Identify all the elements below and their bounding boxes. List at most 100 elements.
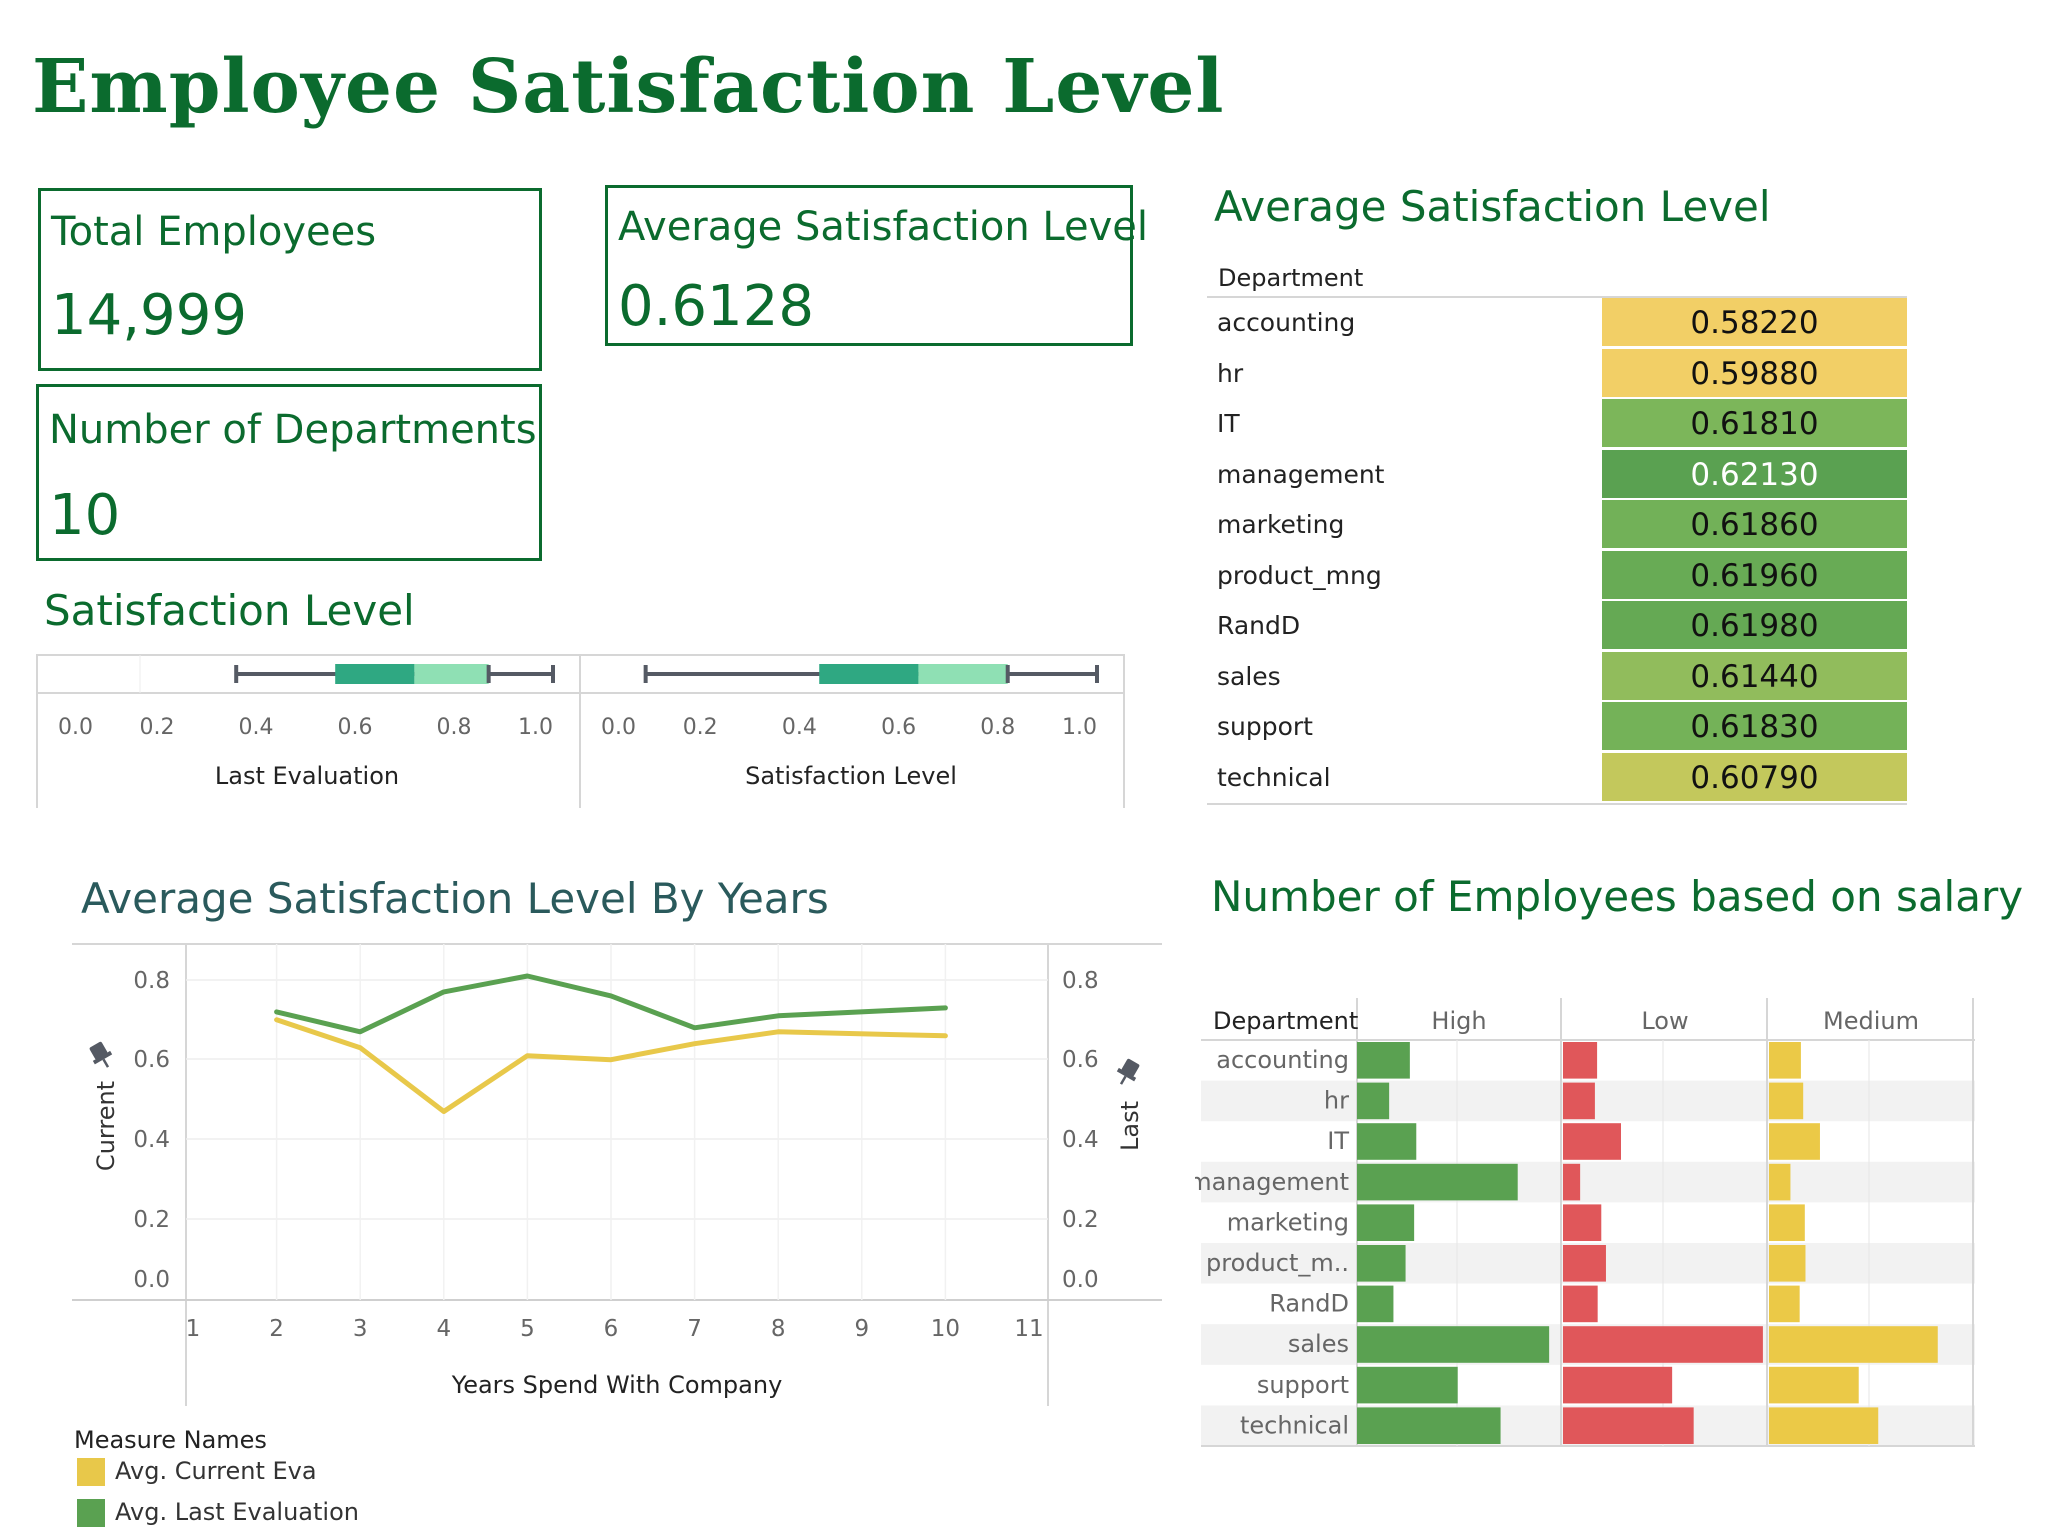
pin-icon-left[interactable] xyxy=(86,1040,116,1073)
boxplot-chart: 0.0 0.2 0.4 0.6 0.8 1.0 0.0 0.2 0.4 0.6 0.8 1.0 La… xyxy=(36,654,1125,808)
salary-bar-low xyxy=(1563,1366,1673,1404)
kpi-average-satisfaction: Average Satisfaction Level 0.6128 xyxy=(605,185,1148,346)
salary-dept-label: IT xyxy=(1327,1127,1349,1155)
avg-table-value-cell: 0.61830 xyxy=(1602,702,1907,750)
boxplot-tick-label: 0.2 xyxy=(683,715,718,740)
avg-table-value-cell: 0.61980 xyxy=(1602,601,1907,649)
salary-dept-label: management xyxy=(1195,1168,1349,1196)
x-tick-label: 4 xyxy=(436,1316,451,1342)
avg-table-dept-name: IT xyxy=(1217,409,1240,438)
avg-table-row: accounting 0.58220 xyxy=(1207,298,1907,348)
salary-dept-labels: accounting hr IT management marketing product… xyxy=(1195,1046,1349,1439)
salary-bars xyxy=(1357,1042,1938,1444)
boxplot-tick-label: 0.0 xyxy=(601,715,636,740)
salary-bar-low xyxy=(1563,1326,1763,1363)
avg-table-header-divider xyxy=(1207,296,1907,298)
line-chart-title: Average Satisfaction Level By Years xyxy=(81,874,829,923)
avg-table-value-cell: 0.59880 xyxy=(1602,348,1907,397)
x-tick-label: 7 xyxy=(687,1316,702,1342)
avg-table-row: technical 0.60790 xyxy=(1207,752,1907,803)
boxplot-tick-label: 0.8 xyxy=(980,715,1015,740)
series-line-last xyxy=(274,973,948,1035)
salary-bar-high xyxy=(1357,1366,1458,1404)
boxplot-tick-label: 1.0 xyxy=(1062,715,1097,740)
kpi-total-employees-label: Total Employees xyxy=(51,209,377,255)
avg-table-value-cell: 0.58220 xyxy=(1602,298,1907,346)
salary-bar-medium xyxy=(1769,1407,1879,1444)
avg-table-value-cell: 0.60790 xyxy=(1602,752,1907,801)
boxplot-satisfaction-xlabel: Satisfaction Level xyxy=(745,762,957,790)
legend-swatch-current xyxy=(77,1458,105,1486)
legend-title: Measure Names xyxy=(74,1426,267,1454)
boxplot-upper-box xyxy=(918,664,1008,684)
kpi-number-of-departments-label: Number of Departments xyxy=(49,407,537,453)
avg-table-row: hr 0.59880 xyxy=(1207,348,1907,399)
salary-bar-high xyxy=(1357,1204,1415,1241)
avg-table-dept-name: management xyxy=(1217,459,1385,489)
salary-bar-high xyxy=(1357,1042,1410,1079)
salary-bar-medium xyxy=(1769,1082,1804,1120)
salary-panel-headers: High Low Medium xyxy=(1431,1007,1919,1035)
avg-table-row: product_mng 0.61960 xyxy=(1207,550,1907,601)
x-tick-label: 6 xyxy=(604,1316,619,1342)
salary-dept-label: accounting xyxy=(1216,1046,1349,1074)
page-title: Employee Satisfaction Level xyxy=(32,44,1225,130)
y-tick-label-left: 0.8 xyxy=(133,968,170,994)
avg-table-dept-name: sales xyxy=(1217,661,1281,691)
x-tick-label: 11 xyxy=(1014,1316,1043,1342)
kpi-total-employees: Total Employees 14,999 xyxy=(38,188,542,371)
salary-dept-label: product_m.. xyxy=(1206,1249,1349,1277)
line-chart-ylabel-right: Last xyxy=(1116,1101,1144,1151)
avg-table-dept-name: support xyxy=(1217,712,1313,741)
salary-chart-title: Number of Employees based on salary xyxy=(1211,872,2024,921)
kpi-total-employees-value: 14,999 xyxy=(51,283,247,348)
kpi-average-satisfaction-value: 0.6128 xyxy=(618,274,814,339)
line-chart-y-ticks: 0.0 0.0 0.2 0.2 0.4 0.4 0.6 0.6 0.8 0.8 xyxy=(133,968,1098,1293)
avg-table-value-cell: 0.62130 xyxy=(1602,449,1907,498)
series-line-current xyxy=(274,1017,948,1114)
avg-table-dept-name: product_mng xyxy=(1217,560,1382,590)
boxplot-tick-label: 0.0 xyxy=(58,715,93,740)
salary-bar-low xyxy=(1563,1163,1581,1201)
salary-bar-medium xyxy=(1769,1285,1800,1323)
y-tick-label-right: 0.0 xyxy=(1062,1267,1099,1293)
legend-swatch-last xyxy=(77,1499,105,1527)
kpi-number-of-departments-value: 10 xyxy=(49,483,121,548)
salary-bar-high xyxy=(1357,1326,1550,1363)
boxplot-tick-label: 0.6 xyxy=(338,715,373,740)
salary-bar-high xyxy=(1357,1245,1406,1282)
y-tick-label-right: 0.2 xyxy=(1062,1207,1099,1233)
line-chart-x-ticks: 1 2 3 4 5 6 7 8 9 10 11 xyxy=(186,1316,1044,1342)
salary-bar-low xyxy=(1563,1123,1621,1160)
pin-icon-right[interactable] xyxy=(1112,1057,1142,1090)
legend-item-current[interactable]: Avg. Current Eva xyxy=(77,1457,317,1486)
line-chart-series xyxy=(274,973,948,1114)
avg-table-header-department: Department xyxy=(1218,264,1364,292)
salary-bar-low xyxy=(1563,1285,1598,1323)
boxplot-upper-box xyxy=(414,664,489,684)
salary-bar-medium xyxy=(1769,1245,1806,1282)
y-tick-label-left: 0.6 xyxy=(133,1047,170,1073)
avg-table-value-cell: 0.61810 xyxy=(1602,399,1907,447)
avg-table-dept-name: technical xyxy=(1217,762,1331,792)
boxplot-tick-label: 0.2 xyxy=(140,715,175,740)
legend-item-last[interactable]: Avg. Last Evaluation xyxy=(77,1498,359,1527)
avg-table-title: Average Satisfaction Level xyxy=(1214,182,1771,231)
avg-table-row: sales 0.61440 xyxy=(1207,651,1907,702)
salary-bar-low xyxy=(1563,1407,1694,1444)
salary-panel-header: Low xyxy=(1641,1007,1688,1035)
y-tick-label-right: 0.6 xyxy=(1062,1047,1099,1073)
avg-table-row: RandD 0.61980 xyxy=(1207,601,1907,651)
boxplot-tick-label: 0.4 xyxy=(782,715,817,740)
boxplot-tick-label: 0.8 xyxy=(437,715,472,740)
salary-bar-high xyxy=(1357,1285,1394,1323)
salary-bar-high xyxy=(1357,1163,1518,1201)
x-tick-label: 10 xyxy=(931,1316,960,1342)
line-chart: 0.0 0.0 0.2 0.2 0.4 0.4 0.6 0.6 0.8 0.8 1 2 3 4 5 6 7 8 9… xyxy=(72,943,1162,1406)
boxplot-lower-box xyxy=(819,664,919,684)
salary-dept-label: sales xyxy=(1288,1330,1349,1358)
salary-bar-medium xyxy=(1769,1123,1820,1160)
salary-row-band xyxy=(1201,1161,1975,1203)
salary-panel-header: Medium xyxy=(1823,1007,1919,1035)
avg-table-row: management 0.62130 xyxy=(1207,449,1907,500)
